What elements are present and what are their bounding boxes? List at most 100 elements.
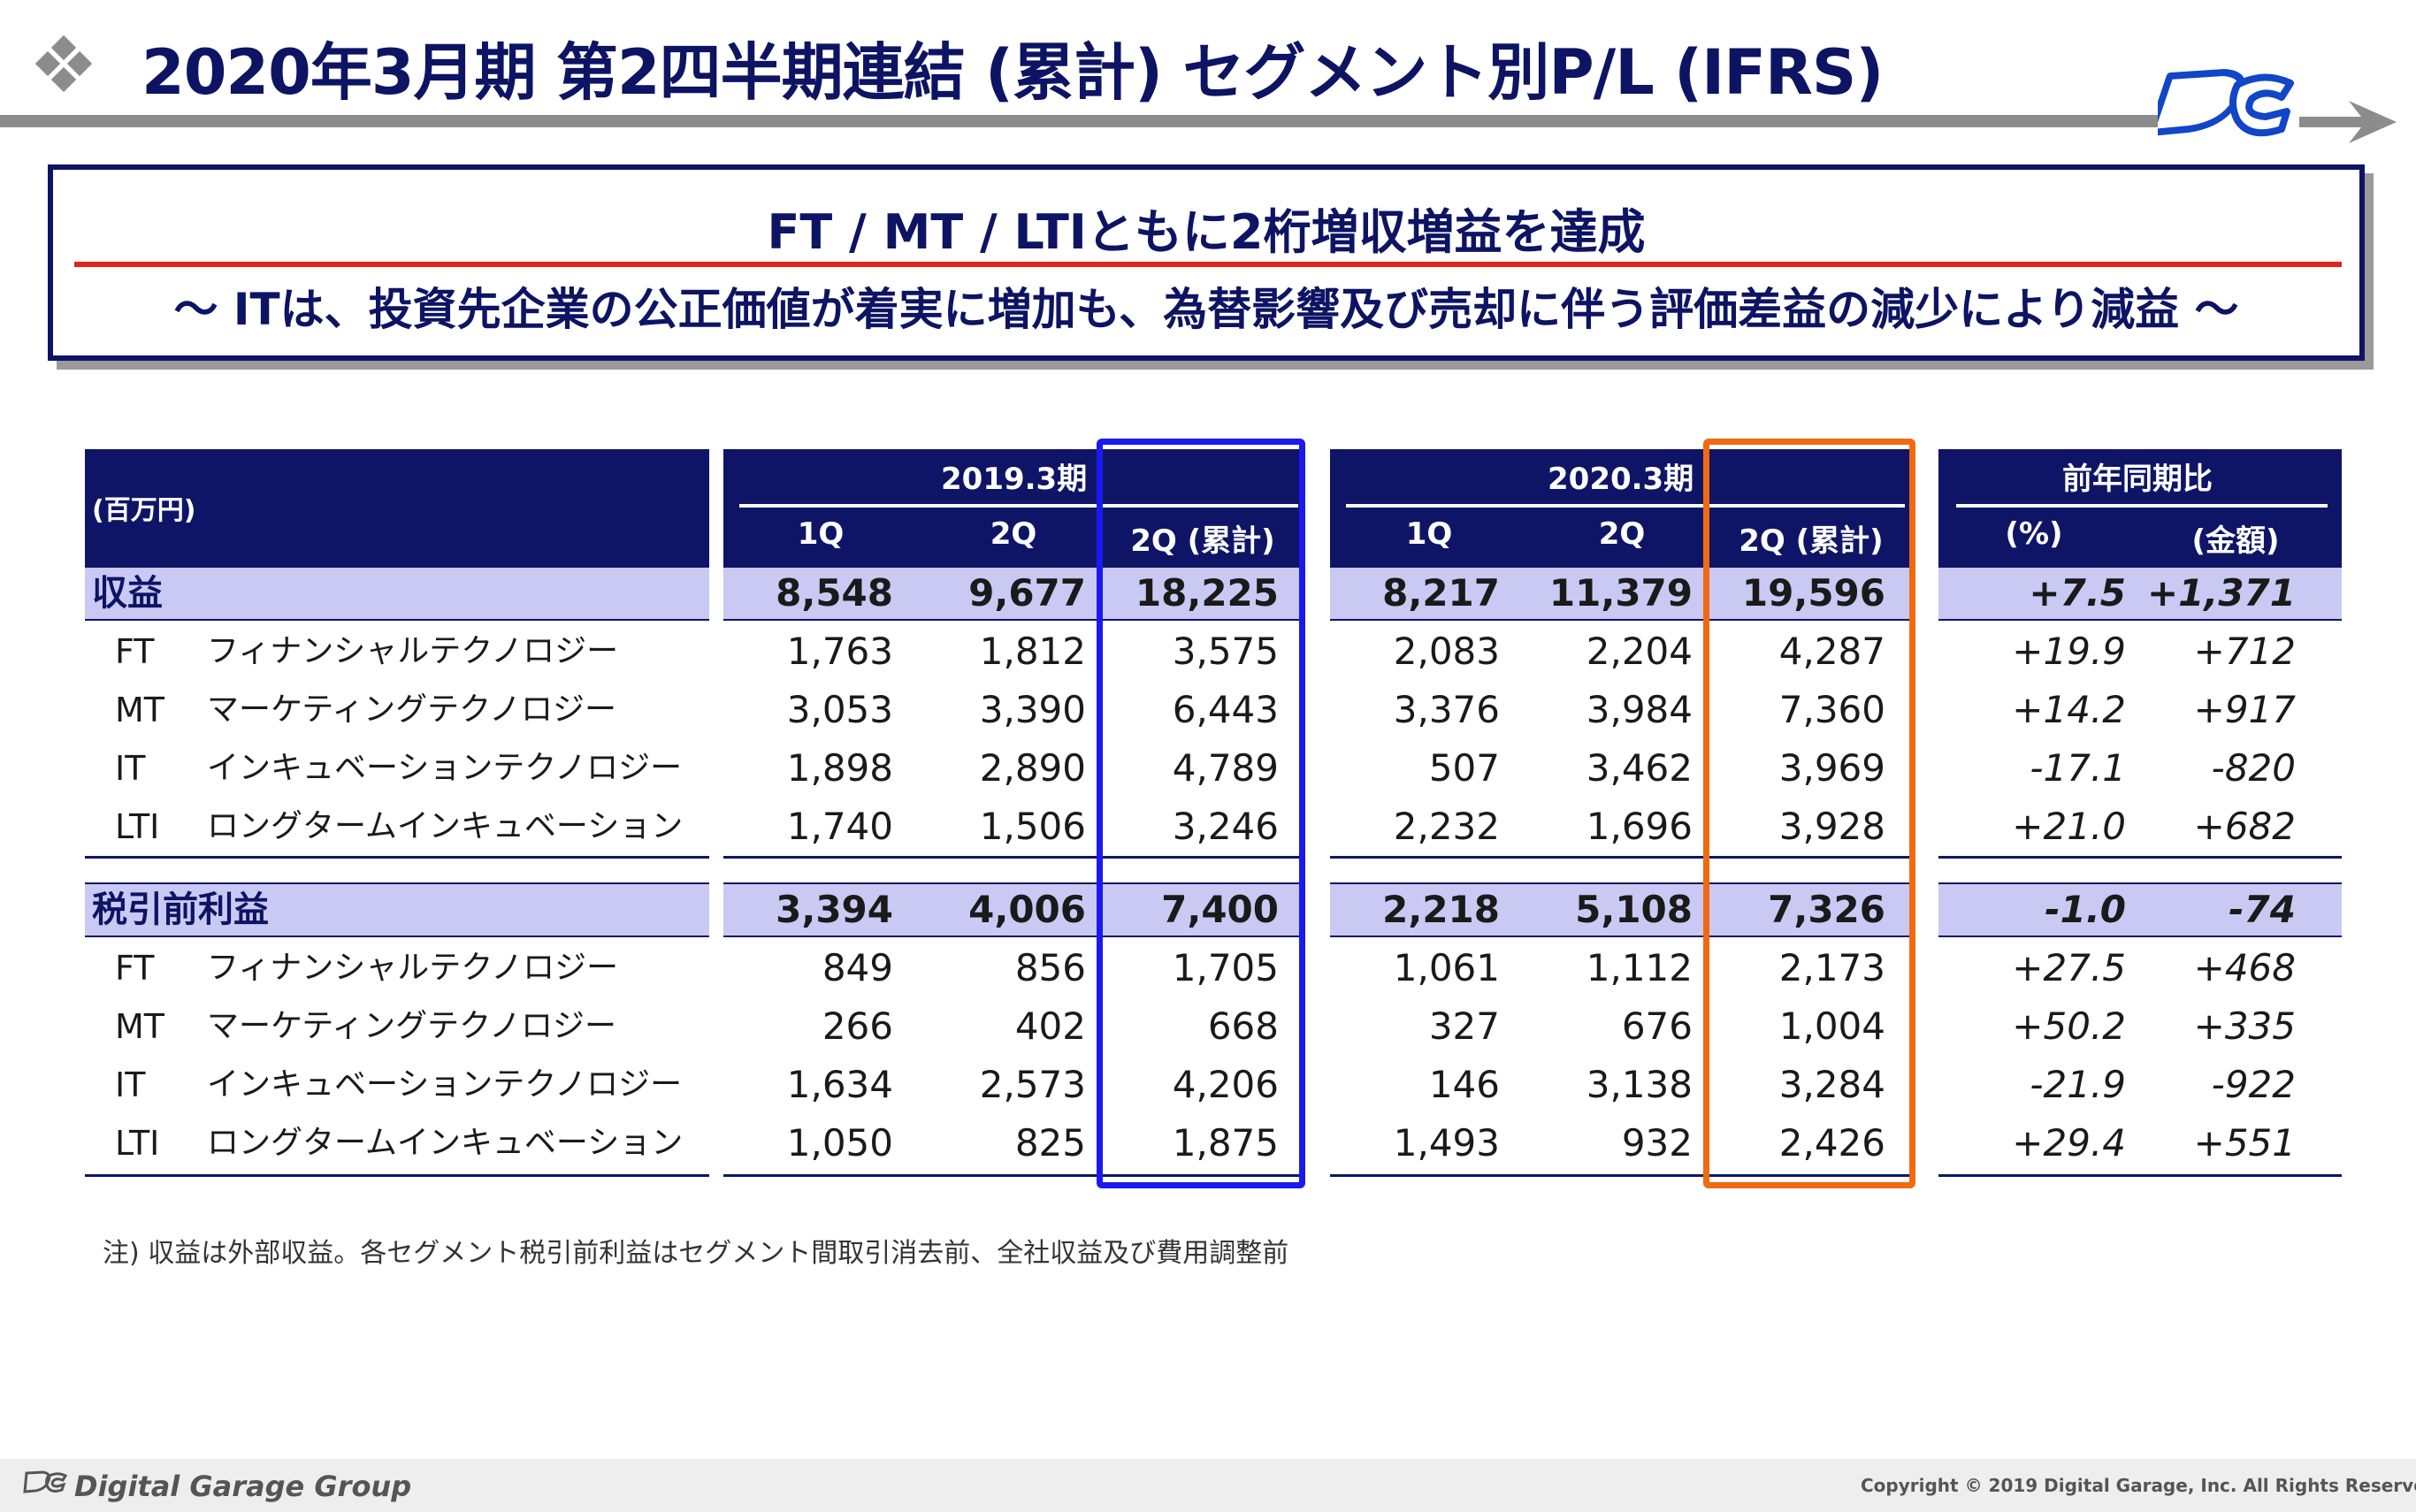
group-underline-2020 <box>1346 504 1905 508</box>
group-underline-2019 <box>739 504 1298 508</box>
col-header-2019-2q-cumulative: 2Q (累計) <box>1130 523 1275 559</box>
value-2019-2q-cumulative: 4,789 <box>1172 746 1279 790</box>
row-label-pretax-profit: 税引前利益 <box>92 890 269 930</box>
section-bottom-rule <box>1938 1174 2342 1177</box>
value-2020-1q: 507 <box>1428 746 1500 790</box>
col-header-yoy-amount: (金額) <box>2191 523 2280 559</box>
value-2019-2q-cumulative: 3,246 <box>1172 805 1279 848</box>
value-2020-2q-cumulative: 19,596 <box>1741 571 1885 615</box>
total-row-band <box>85 882 709 937</box>
col-header-2020-2q: 2Q <box>1598 516 1646 552</box>
value-2019-2q: 2,573 <box>979 1063 1086 1106</box>
total-row-band <box>723 566 1305 621</box>
value-2020-1q: 2,083 <box>1393 630 1500 673</box>
segment-code: IT <box>115 1065 146 1104</box>
value-2019-1q: 1,634 <box>786 1063 893 1106</box>
dg-logo-icon <box>2158 69 2294 137</box>
value-2020-2q-cumulative: 2,173 <box>1778 946 1885 989</box>
value-yoy-pct: -21.9 <box>2030 1063 2126 1106</box>
col-header-2019-2q: 2Q <box>990 516 1037 552</box>
value-2019-2q-cumulative: 7,400 <box>1161 888 1279 931</box>
value-2020-2q-cumulative: 3,928 <box>1778 805 1885 848</box>
group-underline-yoy <box>1956 504 2328 508</box>
value-2020-2q: 932 <box>1621 1121 1693 1165</box>
footer-brand: Digital Garage Group <box>74 1470 412 1503</box>
section-bottom-rule <box>85 856 709 859</box>
value-2020-1q: 2,232 <box>1393 805 1500 848</box>
value-yoy-pct: +19.9 <box>2012 630 2126 673</box>
value-2019-1q: 1,050 <box>786 1121 893 1165</box>
section-bottom-rule <box>1330 856 1910 859</box>
value-2020-1q: 146 <box>1428 1063 1500 1106</box>
value-2019-2q: 1,506 <box>979 805 1086 848</box>
summary-headline: FT / MT / LTIともに2桁増収増益を達成 <box>767 204 1646 260</box>
value-yoy-amount: -922 <box>2211 1063 2296 1106</box>
value-yoy-pct: -17.1 <box>2030 746 2126 790</box>
table-header-yoy-block <box>1938 449 2342 566</box>
value-2019-2q: 4,006 <box>968 888 1086 931</box>
section-bottom-rule <box>723 856 1305 859</box>
value-2019-2q-cumulative: 18,225 <box>1135 571 1279 615</box>
value-2019-1q: 3,394 <box>776 888 893 931</box>
value-2019-1q: 1,740 <box>786 805 893 848</box>
value-yoy-pct: +29.4 <box>2012 1121 2126 1165</box>
segment-code: FT <box>115 632 155 671</box>
group-title-yoy: 前年同期比 <box>2062 462 2213 497</box>
value-2019-2q: 856 <box>1014 946 1086 989</box>
value-2019-1q: 3,053 <box>786 688 893 731</box>
summary-box: FT / MT / LTIともに2桁増収増益を達成 ～ ITは、投資先企業の公正… <box>48 164 2365 361</box>
col-header-2020-2q-cumulative: 2Q (累計) <box>1739 523 1884 559</box>
value-2020-2q: 3,462 <box>1586 746 1693 790</box>
value-2019-2q-cumulative: 6,443 <box>1172 688 1279 731</box>
value-2019-1q: 1,763 <box>786 630 893 673</box>
total-row-band <box>1938 566 2342 621</box>
value-2020-2q: 3,138 <box>1586 1063 1693 1106</box>
section-bottom-rule <box>1330 1174 1910 1177</box>
value-2020-2q: 1,696 <box>1586 805 1693 848</box>
dg-footer-logo-icon <box>23 1470 67 1493</box>
unit-label: (百万円) <box>92 495 196 526</box>
value-yoy-amount: +468 <box>2193 946 2296 989</box>
value-2019-2q-cumulative: 668 <box>1207 1004 1279 1048</box>
page-title: 2020年3月期 第2四半期連結 (累計) セグメント別P/L (IFRS) <box>141 36 1884 109</box>
value-yoy-amount: +335 <box>2193 1004 2296 1048</box>
section-bottom-rule <box>85 1174 709 1177</box>
value-2019-2q: 9,677 <box>968 571 1086 615</box>
value-2020-1q: 2,218 <box>1382 888 1500 931</box>
segment-name: マーケティングテクノロジー <box>207 691 616 728</box>
value-yoy-pct: +14.2 <box>2012 688 2126 731</box>
section-bottom-rule <box>1938 856 2342 859</box>
value-2020-2q-cumulative: 4,287 <box>1778 630 1885 673</box>
segment-pl-table: (百万円) 2019.3期 2020.3期 前年同期比 1Q 2Q 2Q (累計) 1Q 2Q 2… <box>85 449 2342 1177</box>
value-yoy-amount: +917 <box>2193 688 2296 731</box>
segment-name: マーケティングテクノロジー <box>207 1008 616 1044</box>
value-2020-2q-cumulative: 2,426 <box>1778 1121 1885 1165</box>
value-2019-2q-cumulative: 1,875 <box>1172 1121 1279 1165</box>
value-2019-1q: 8,548 <box>776 571 893 615</box>
segment-name: ロングタームインキュベーション <box>207 808 684 844</box>
value-2020-1q: 1,493 <box>1393 1121 1500 1165</box>
copyright: Copyright © 2019 Digital Garage, Inc. Al… <box>1861 1475 2416 1496</box>
segment-code: IT <box>115 749 146 788</box>
col-header-2019-1q: 1Q <box>797 516 845 552</box>
total-row-band <box>1938 882 2342 937</box>
value-2020-2q-cumulative: 7,326 <box>1768 888 1885 931</box>
value-2019-2q: 2,890 <box>979 746 1086 790</box>
segment-code: FT <box>115 949 155 988</box>
value-2020-1q: 327 <box>1428 1004 1500 1048</box>
value-2019-2q: 1,812 <box>979 630 1086 673</box>
highlight-2020-cumulative <box>1703 439 1915 1188</box>
value-2020-2q: 1,112 <box>1586 946 1693 989</box>
value-2020-1q: 8,217 <box>1382 571 1500 615</box>
arrow-right-icon <box>2299 101 2397 143</box>
total-row-band <box>85 566 709 621</box>
col-header-yoy-pct: (%) <box>2005 516 2063 552</box>
value-2019-2q-cumulative: 1,705 <box>1172 946 1279 989</box>
diamond-bullet-icon <box>34 35 93 93</box>
highlight-2019-cumulative <box>1097 439 1305 1188</box>
total-row-band <box>723 882 1305 937</box>
value-2020-2q-cumulative: 3,284 <box>1778 1063 1885 1106</box>
value-2020-1q: 3,376 <box>1393 688 1500 731</box>
value-2020-2q: 11,379 <box>1548 571 1693 615</box>
value-2019-2q: 3,390 <box>979 688 1086 731</box>
